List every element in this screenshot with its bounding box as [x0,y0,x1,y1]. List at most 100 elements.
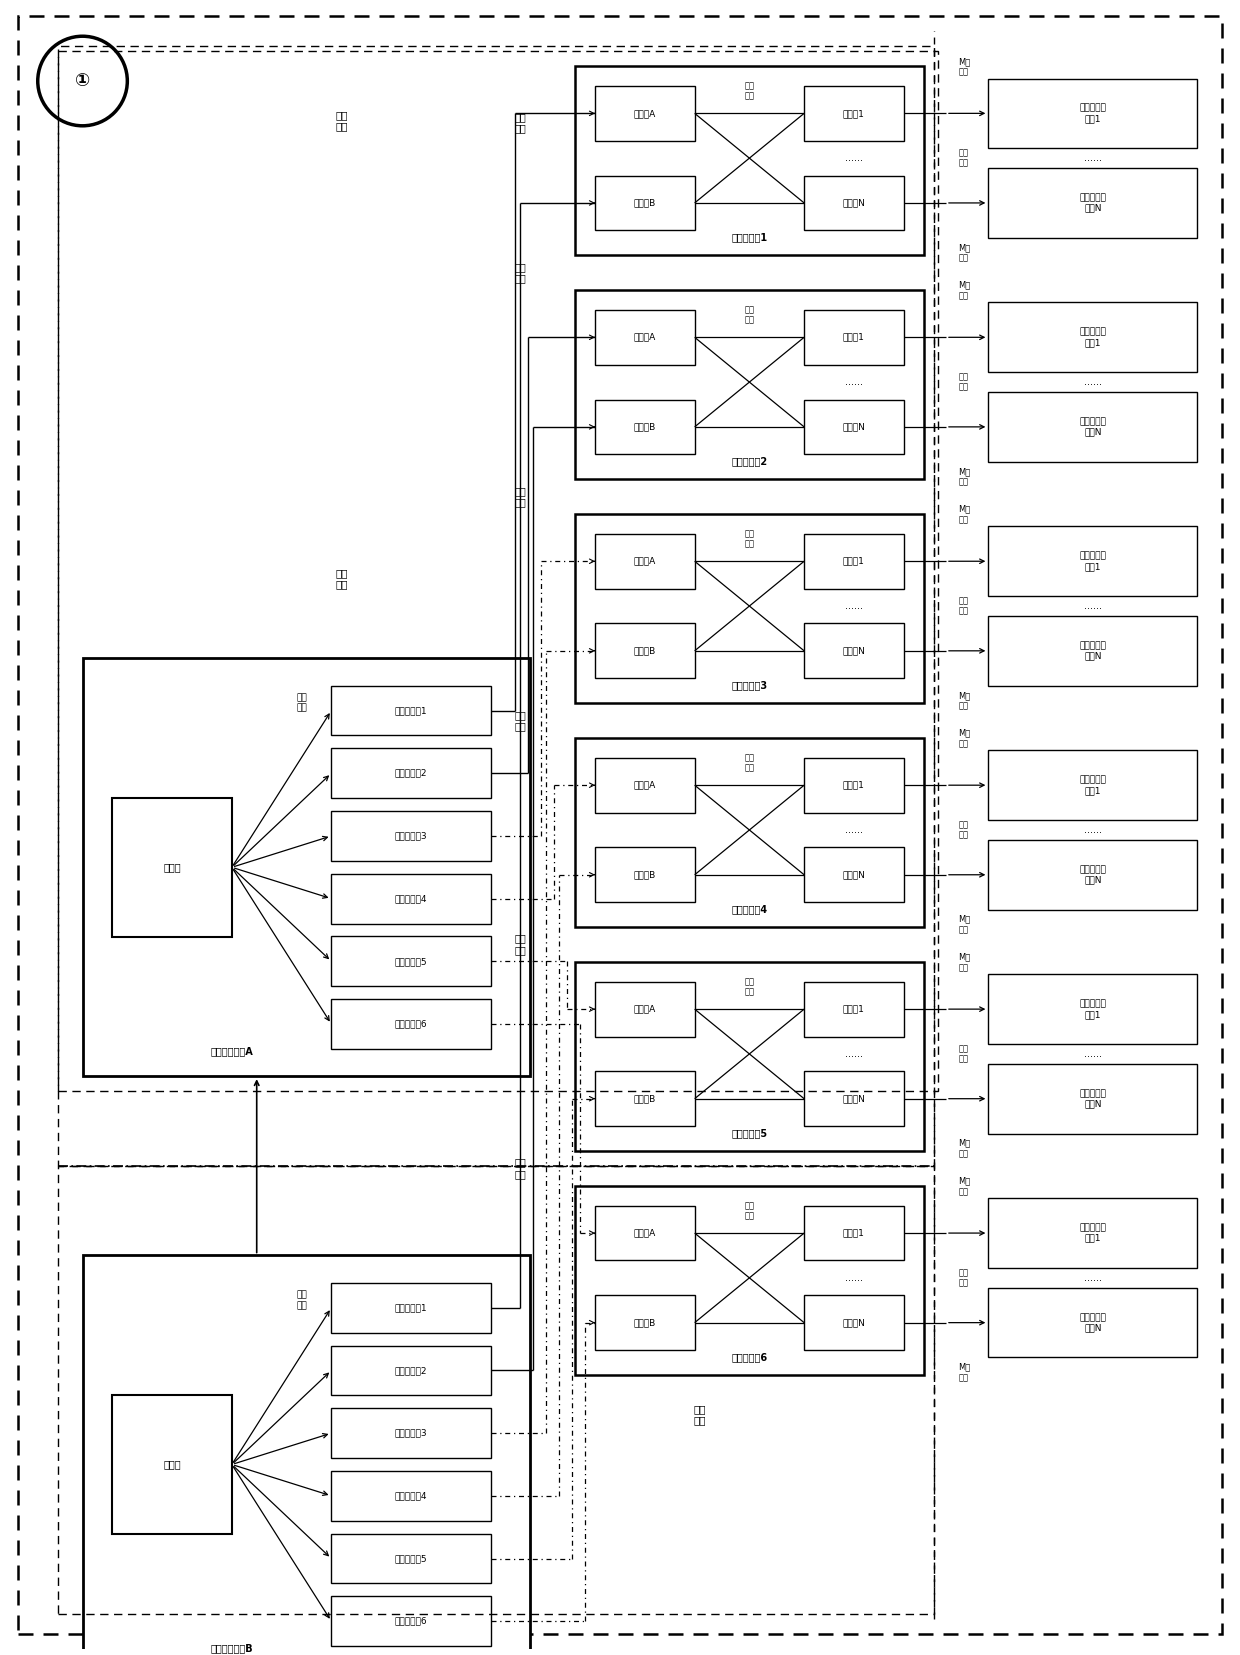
Text: 功率模块模
拟板1: 功率模块模 拟板1 [1079,776,1106,794]
Text: ......: ...... [1084,154,1102,164]
Text: ......: ...... [844,1049,863,1059]
Text: 现场
协议: 现场 协议 [515,261,526,283]
Bar [804,847,904,902]
Bar [804,1206,904,1261]
Text: 脉冲板N: 脉冲板N [842,647,866,655]
Text: 背板
连接: 背板 连接 [744,530,754,548]
Text: M根
光纤: M根 光纤 [959,243,971,263]
Text: 功率模块模
拟板1: 功率模块模 拟板1 [1079,1000,1106,1019]
Bar [57,1165,934,1614]
Bar [595,981,694,1036]
Text: ......: ...... [844,377,863,387]
Text: 背板
连接: 背板 连接 [296,1291,306,1311]
Text: 现场
协议: 现场 协议 [959,1044,968,1064]
Text: 光纤
连接: 光纤 连接 [693,1403,706,1425]
Text: 桥臂控制板5: 桥臂控制板5 [394,1554,428,1562]
Text: 主控板: 主控板 [164,1460,181,1470]
Text: 桥臂控制板1: 桥臂控制板1 [394,707,428,715]
Bar [804,1071,904,1125]
Bar [988,975,1198,1044]
Bar [575,515,924,703]
Bar [988,616,1198,685]
Text: 切换板A: 切换板A [634,109,656,118]
Bar [331,1597,491,1647]
Text: 阀控主控制屏A: 阀控主控制屏A [211,1046,253,1056]
Bar [595,758,694,813]
Text: 功率模块模
拟板N: 功率模块模 拟板N [1079,1312,1106,1332]
Text: 脉冲分配屏1: 脉冲分配屏1 [732,232,768,242]
Bar [988,750,1198,819]
Text: 现场
协议: 现场 协议 [515,933,526,955]
Text: ......: ...... [844,154,863,164]
Bar [804,1296,904,1350]
Text: 光纤
连接: 光纤 连接 [335,568,347,589]
Text: 脉冲分配屏6: 脉冲分配屏6 [732,1352,768,1362]
Text: 切换板B: 切换板B [634,1317,656,1327]
Text: 现场
协议: 现场 协议 [515,113,526,134]
Bar [113,798,232,937]
Text: 现场
协议: 现场 协议 [959,149,968,167]
Text: 主控板: 主控板 [164,862,181,872]
Text: M根
光纤: M根 光纤 [959,1139,971,1158]
Text: 桥臂控制板2: 桥臂控制板2 [394,1365,428,1375]
Text: 脉冲板1: 脉冲板1 [843,109,864,118]
Text: 背板
连接: 背板 连接 [744,81,754,101]
Text: 功率模块模
拟板N: 功率模块模 拟板N [1079,866,1106,884]
Bar [988,526,1198,596]
Text: 脉冲板N: 脉冲板N [842,199,866,207]
Bar [575,290,924,480]
Bar [575,962,924,1150]
Text: 脉冲板1: 脉冲板1 [843,333,864,343]
Text: 切换板B: 切换板B [634,871,656,879]
Text: M根
光纤: M根 光纤 [959,953,971,971]
Bar [804,86,904,141]
Bar [595,309,694,364]
Text: 脉冲板1: 脉冲板1 [843,781,864,789]
Bar [331,937,491,986]
Text: ......: ...... [1084,1273,1102,1283]
Text: 脉冲分配屏5: 脉冲分配屏5 [732,1129,768,1139]
Text: 切换板B: 切换板B [634,422,656,432]
Bar [804,535,904,589]
Text: 现场
协议: 现场 协议 [959,596,968,616]
Text: 现场
协议: 现场 协议 [515,1157,526,1178]
Text: 背板
连接: 背板 连接 [296,693,306,713]
Text: 背板
连接: 背板 连接 [744,976,754,996]
Bar [331,748,491,798]
Text: 切换板A: 切换板A [634,333,656,343]
Text: 桥臂控制板6: 桥臂控制板6 [394,1019,428,1028]
Bar [575,738,924,927]
Text: 切换板B: 切换板B [634,647,656,655]
Text: 脉冲分配屏4: 脉冲分配屏4 [732,904,768,914]
Text: 背板
连接: 背板 连接 [744,305,754,324]
Text: 功率模块模
拟板N: 功率模块模 拟板N [1079,640,1106,660]
Bar [804,175,904,230]
Text: 桥臂控制板2: 桥臂控制板2 [394,768,428,778]
Bar [595,535,694,589]
Text: 背板
连接: 背板 连接 [744,1202,754,1220]
Bar [595,1296,694,1350]
Text: M根
光纤: M根 光纤 [959,728,971,748]
Text: 现场
协议: 现场 协议 [959,1268,968,1288]
Text: 切换板B: 切换板B [634,1094,656,1104]
Bar [595,86,694,141]
Text: 切换板A: 切换板A [634,781,656,789]
Bar [804,399,904,453]
Text: 切换板A: 切换板A [634,556,656,566]
Text: 脉冲分配屏2: 脉冲分配屏2 [732,457,768,467]
Bar [331,811,491,861]
Text: 脉冲板1: 脉冲板1 [843,1228,864,1238]
Text: ①: ① [74,73,91,89]
Text: 脉冲板N: 脉冲板N [842,422,866,432]
Text: 桥臂控制板1: 桥臂控制板1 [394,1302,428,1312]
Text: 切换板B: 切换板B [634,199,656,207]
Bar [988,78,1198,149]
Text: 功率模块模
拟板1: 功率模块模 拟板1 [1079,328,1106,348]
Bar [575,66,924,255]
Bar [804,309,904,364]
Text: 背板
连接: 背板 连接 [744,753,754,773]
Text: 脉冲板N: 脉冲板N [842,1094,866,1104]
Text: 脉冲板N: 脉冲板N [842,1317,866,1327]
Bar [331,1408,491,1458]
Text: 桥臂控制板6: 桥臂控制板6 [394,1617,428,1625]
